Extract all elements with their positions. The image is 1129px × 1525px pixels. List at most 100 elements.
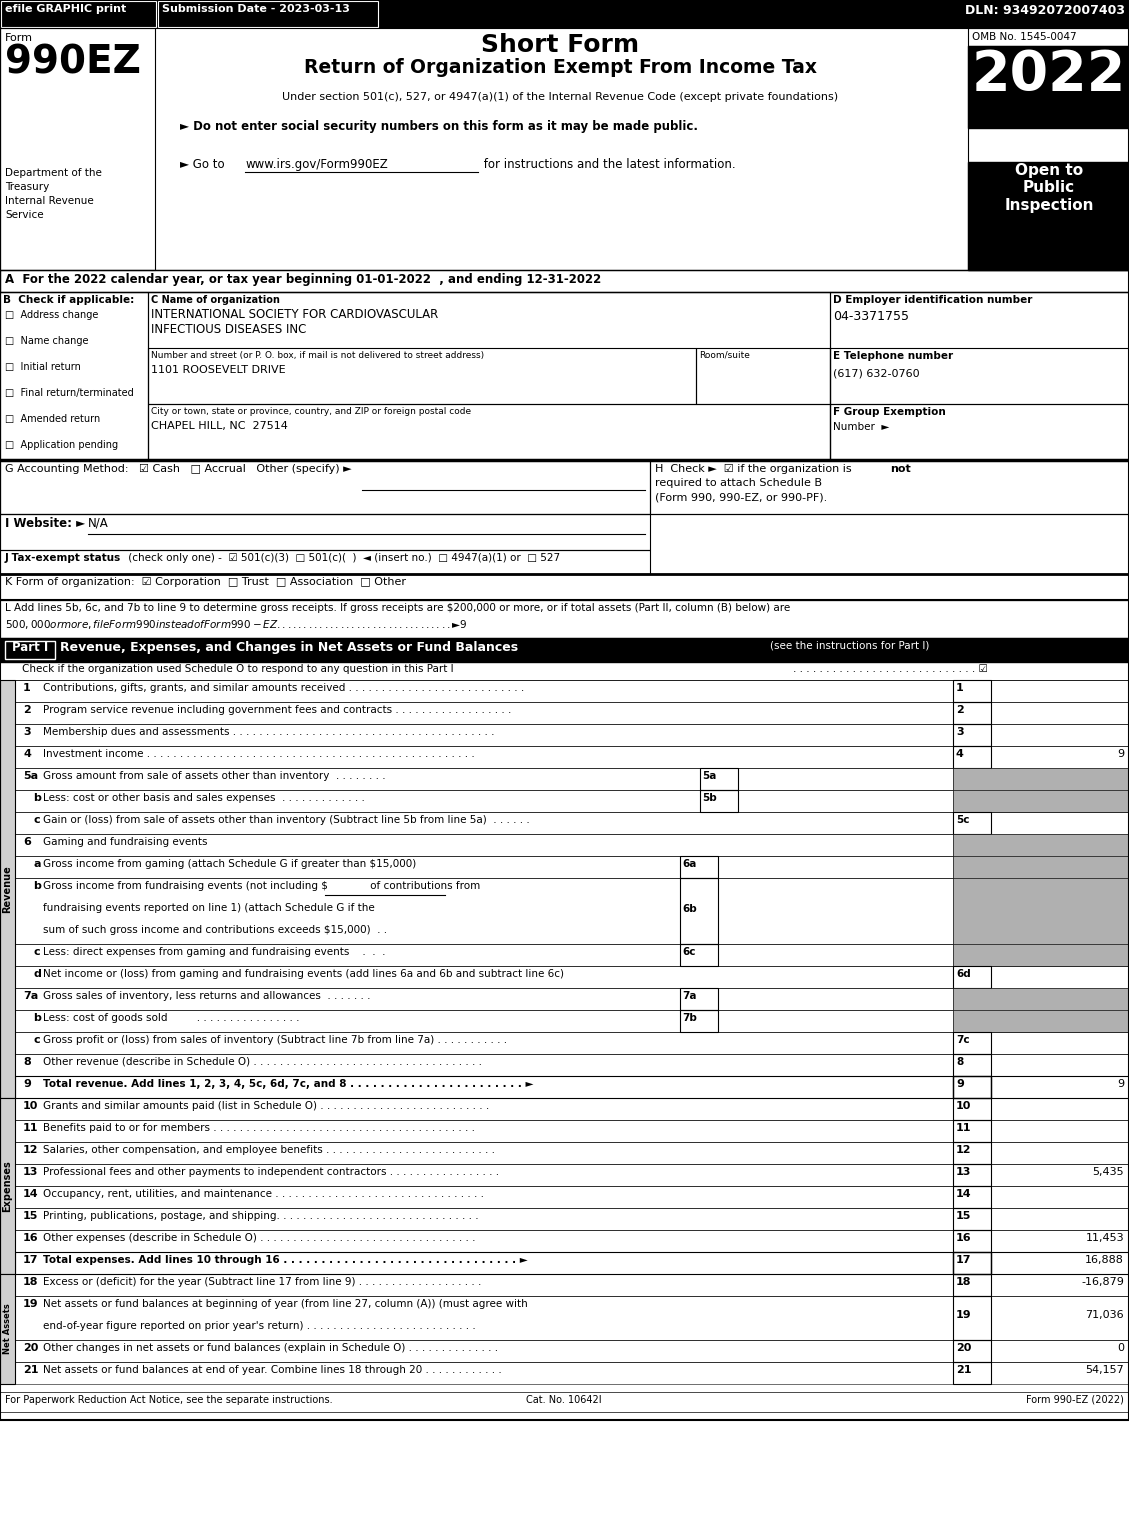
Text: B  Check if applicable:: B Check if applicable: xyxy=(3,294,134,305)
Text: -16,879: -16,879 xyxy=(1082,1276,1124,1287)
Text: City or town, state or province, country, and ZIP or foreign postal code: City or town, state or province, country… xyxy=(151,407,471,416)
Bar xyxy=(991,811,1129,834)
Bar xyxy=(991,1077,1129,1098)
Text: OMB No. 1545-0047: OMB No. 1545-0047 xyxy=(972,32,1077,43)
Bar xyxy=(718,1010,953,1032)
Text: 15: 15 xyxy=(23,1211,38,1222)
Bar xyxy=(991,1186,1129,1208)
Text: N/A: N/A xyxy=(88,517,108,531)
Bar xyxy=(15,790,700,811)
Bar xyxy=(991,1252,1129,1273)
Text: 6a: 6a xyxy=(682,859,697,869)
Text: Number  ►: Number ► xyxy=(833,422,890,432)
Text: I Website: ►: I Website: ► xyxy=(5,517,85,531)
Bar xyxy=(148,348,695,404)
Text: 14: 14 xyxy=(956,1190,972,1199)
Bar xyxy=(991,1362,1129,1385)
Bar xyxy=(15,965,953,988)
Bar xyxy=(953,1340,991,1362)
Text: (Form 990, 990-EZ, or 990-PF).: (Form 990, 990-EZ, or 990-PF). xyxy=(655,493,828,502)
Bar xyxy=(953,680,991,702)
Bar xyxy=(15,1208,953,1231)
Bar xyxy=(953,1010,1129,1032)
Text: Gross income from fundraising events (not including $             of contributio: Gross income from fundraising events (no… xyxy=(43,881,480,891)
Bar xyxy=(1,2,156,27)
Bar xyxy=(953,769,1129,790)
Text: 13: 13 xyxy=(956,1167,971,1177)
Text: 9: 9 xyxy=(1117,749,1124,759)
Text: . . . . . . . . . . . . . . . . . . . . . . . . . . . . ☑: . . . . . . . . . . . . . . . . . . . . … xyxy=(793,663,988,674)
Bar xyxy=(0,1392,1129,1412)
Text: H  Check ►  ☑ if the organization is: H Check ► ☑ if the organization is xyxy=(655,464,855,474)
Bar xyxy=(680,988,718,1010)
Bar xyxy=(680,1010,718,1032)
Bar xyxy=(0,27,1129,270)
Text: 4: 4 xyxy=(23,749,30,759)
Text: 17: 17 xyxy=(956,1255,971,1266)
Bar xyxy=(15,1054,953,1077)
Text: 9: 9 xyxy=(956,1080,964,1089)
Bar xyxy=(680,878,718,944)
Bar xyxy=(15,1273,953,1296)
Text: Excess or (deficit) for the year (Subtract line 17 from line 9) . . . . . . . . : Excess or (deficit) for the year (Subtra… xyxy=(43,1276,481,1287)
Text: 54,157: 54,157 xyxy=(1085,1365,1124,1376)
Text: efile GRAPHIC print: efile GRAPHIC print xyxy=(5,5,126,14)
Bar xyxy=(15,1010,680,1032)
Text: Other changes in net assets or fund balances (explain in Schedule O) . . . . . .: Other changes in net assets or fund bala… xyxy=(43,1344,498,1353)
Bar xyxy=(953,1119,991,1142)
Bar xyxy=(0,680,15,1098)
Text: Gaming and fundraising events: Gaming and fundraising events xyxy=(43,837,208,846)
Bar xyxy=(953,1208,991,1231)
Bar xyxy=(991,724,1129,746)
Text: Investment income . . . . . . . . . . . . . . . . . . . . . . . . . . . . . . . : Investment income . . . . . . . . . . . … xyxy=(43,749,475,759)
Bar xyxy=(953,1142,991,1164)
Text: Return of Organization Exempt From Income Tax: Return of Organization Exempt From Incom… xyxy=(304,58,816,76)
Bar xyxy=(953,702,991,724)
Text: CHAPEL HILL, NC  27514: CHAPEL HILL, NC 27514 xyxy=(151,421,288,432)
Text: c: c xyxy=(33,814,40,825)
Bar xyxy=(15,988,680,1010)
Text: □  Amended return: □ Amended return xyxy=(5,413,100,424)
Bar xyxy=(953,944,1129,965)
Text: 4: 4 xyxy=(956,749,964,759)
Text: 2022: 2022 xyxy=(972,47,1127,102)
Text: 1: 1 xyxy=(956,683,964,692)
Bar xyxy=(0,573,1129,599)
Text: Contributions, gifts, grants, and similar amounts received . . . . . . . . . . .: Contributions, gifts, grants, and simila… xyxy=(43,683,524,692)
Text: A  For the 2022 calendar year, or tax year beginning 01-01-2022  , and ending 12: A For the 2022 calendar year, or tax yea… xyxy=(5,273,602,287)
Text: 7a: 7a xyxy=(682,991,697,1000)
Bar xyxy=(15,769,700,790)
Bar xyxy=(0,680,15,702)
Bar xyxy=(968,46,1129,128)
Text: (see the instructions for Part I): (see the instructions for Part I) xyxy=(770,640,929,651)
Text: 19: 19 xyxy=(956,1310,972,1321)
Bar xyxy=(0,1098,15,1273)
Text: 11,453: 11,453 xyxy=(1085,1234,1124,1243)
Bar xyxy=(991,1340,1129,1362)
Text: Gross amount from sale of assets other than inventory  . . . . . . . .: Gross amount from sale of assets other t… xyxy=(43,772,386,781)
Text: Gain or (loss) from sale of assets other than inventory (Subtract line 5b from l: Gain or (loss) from sale of assets other… xyxy=(43,814,530,825)
Text: c: c xyxy=(33,1035,40,1045)
Text: DLN: 93492072007403: DLN: 93492072007403 xyxy=(965,5,1124,17)
Bar xyxy=(718,878,953,944)
Text: Gross income from gaming (attach Schedule G if greater than $15,000): Gross income from gaming (attach Schedul… xyxy=(43,859,417,869)
Bar xyxy=(5,640,55,659)
Text: 7a: 7a xyxy=(23,991,38,1000)
Text: b: b xyxy=(33,793,41,804)
Bar xyxy=(15,724,953,746)
Bar xyxy=(953,988,1129,1010)
Bar xyxy=(15,1077,953,1098)
Text: Part I: Part I xyxy=(12,640,49,654)
Text: 10: 10 xyxy=(956,1101,971,1112)
Text: Form 990-EZ (2022): Form 990-EZ (2022) xyxy=(1026,1395,1124,1405)
Bar xyxy=(0,514,650,551)
Text: Salaries, other compensation, and employee benefits . . . . . . . . . . . . . . : Salaries, other compensation, and employ… xyxy=(43,1145,495,1154)
Text: Short Form: Short Form xyxy=(481,34,639,56)
Text: □  Name change: □ Name change xyxy=(5,336,88,346)
Bar xyxy=(718,988,953,1010)
Bar xyxy=(15,1119,953,1142)
Text: 20: 20 xyxy=(956,1344,971,1353)
Text: Department of the: Department of the xyxy=(5,168,102,178)
Bar xyxy=(830,291,1129,461)
Text: www.irs.gov/Form990EZ: www.irs.gov/Form990EZ xyxy=(245,159,387,171)
